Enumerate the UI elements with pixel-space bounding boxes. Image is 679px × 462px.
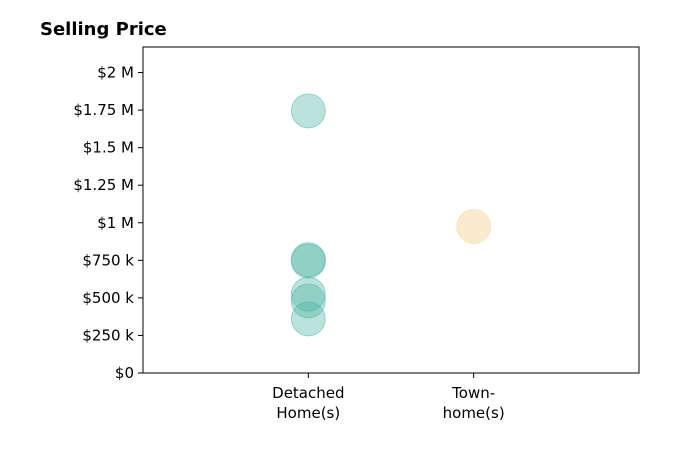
- data-point: [290, 93, 326, 129]
- y-tick-label: $1.25 M: [73, 176, 134, 194]
- y-tick-label: $1 M: [97, 214, 134, 232]
- y-tick-label: $2 M: [97, 64, 134, 82]
- data-point: [456, 209, 492, 245]
- y-tick-label: $500 k: [82, 289, 134, 307]
- y-tick-label: $750 k: [82, 251, 134, 269]
- data-point: [290, 242, 326, 278]
- plot-area-frame: [142, 46, 640, 374]
- data-point: [290, 283, 326, 319]
- data-points: [290, 93, 492, 337]
- data-point: [290, 301, 326, 337]
- chart-title: Selling Price: [40, 19, 167, 40]
- y-tick-label: $250 k: [82, 326, 134, 344]
- x-tick-label: Town-: [451, 384, 495, 402]
- x-tick-label: Detached: [272, 384, 344, 402]
- y-axis: $0 $250 k $500 k $750 k $1 M $1.25 M $1.5 M $1.…: [73, 64, 143, 382]
- x-tick-label: Home(s): [276, 404, 340, 422]
- y-tick-label: $1.75 M: [73, 101, 134, 119]
- y-tick-label: $0: [115, 364, 134, 382]
- y-tick-label: $1.5 M: [83, 139, 134, 157]
- data-point: [290, 276, 326, 312]
- data-point: [290, 243, 326, 279]
- x-axis: Detached Home(s) Town-home(s): [272, 373, 505, 422]
- x-tick-label: home(s): [443, 404, 505, 422]
